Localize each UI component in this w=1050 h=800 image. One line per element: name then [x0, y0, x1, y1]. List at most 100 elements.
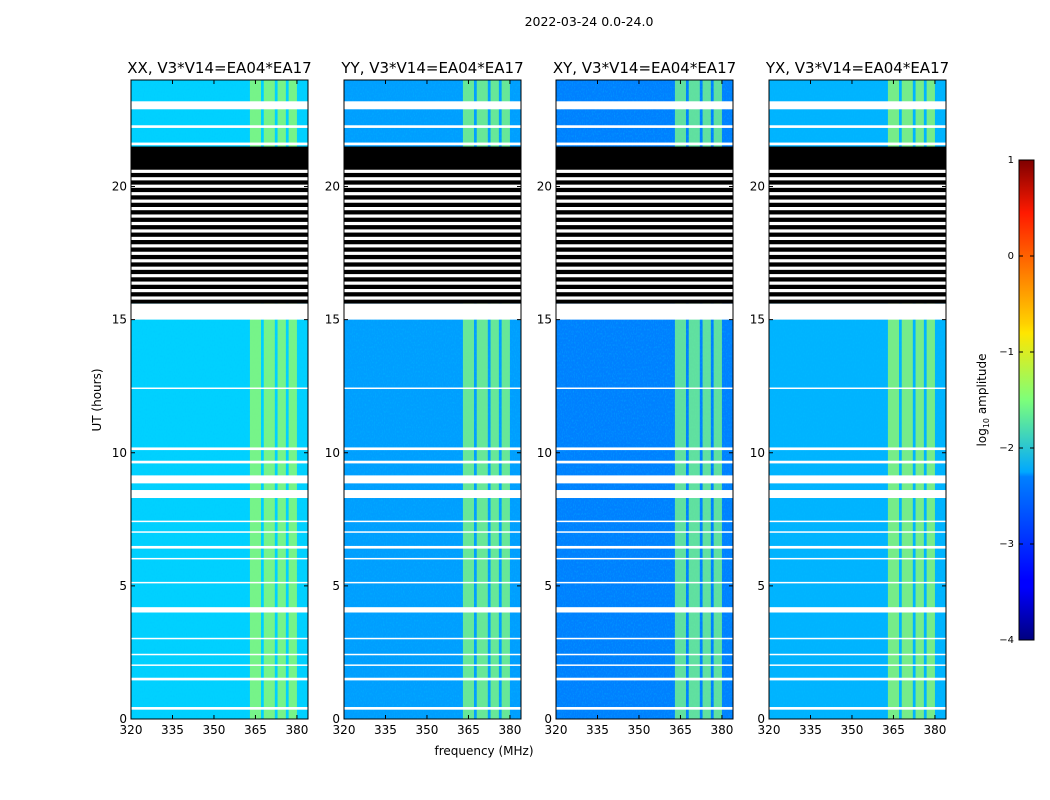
flagged-row: [556, 475, 733, 484]
gap-row: [556, 259, 733, 263]
gap-row: [769, 296, 946, 300]
flagged-row: [556, 520, 733, 523]
x-tick-label: 380: [710, 723, 733, 737]
rfi-band: [249, 80, 261, 719]
flagged-row: [344, 607, 521, 613]
flagged-row: [344, 520, 521, 523]
panel-frame: [555, 79, 734, 720]
gap-row: [769, 251, 946, 255]
gap-row: [131, 259, 308, 263]
flagged-row: [769, 460, 946, 464]
gap-row: [769, 236, 946, 241]
gap-row: [344, 296, 521, 300]
gap-row: [556, 251, 733, 255]
gap-row: [769, 229, 946, 233]
flagged-row: [344, 101, 521, 110]
rfi-band: [501, 80, 510, 719]
y-axis-label: UT (hours): [90, 368, 104, 431]
y-tick-label: 5: [544, 579, 552, 593]
x-tick-label: 365: [882, 723, 905, 737]
y-tick-label: 20: [750, 180, 765, 194]
y-tick-label: 20: [537, 180, 552, 194]
rfi-band: [901, 80, 913, 719]
panel-title: XY, V3*V14=EA04*EA17: [553, 59, 736, 77]
x-tick-label: 350: [416, 723, 439, 737]
flagged-row: [556, 607, 733, 613]
gap-row: [769, 169, 946, 173]
flagged-row: [769, 637, 946, 640]
y-tick-label: 0: [332, 712, 340, 726]
flagged-row: [131, 653, 308, 656]
flagged-row: [344, 303, 521, 320]
gap-row: [344, 207, 521, 211]
gap-row: [131, 266, 308, 270]
panel-title: YY, V3*V14=EA04*EA17: [340, 59, 523, 77]
flagged-row: [344, 490, 521, 499]
flagged-row: [556, 664, 733, 666]
gap-row: [556, 281, 733, 285]
x-tick-label: 320: [545, 723, 568, 737]
gap-row: [769, 214, 946, 218]
y-tick-label: 15: [537, 313, 552, 327]
x-tick-label: 350: [841, 723, 864, 737]
flagged-row: [131, 520, 308, 523]
panel-yy: YY, V3*V14=EA04*EA17 320 335 350 365 380 0 5 10 1…: [325, 59, 524, 737]
rfi-band: [713, 80, 722, 719]
gap-row: [556, 169, 733, 173]
y-tick-label: 5: [332, 579, 340, 593]
gap-row: [769, 289, 946, 293]
x-tick-label: 320: [758, 723, 781, 737]
rfi-band: [688, 80, 700, 719]
y-tick-label: 0: [119, 712, 127, 726]
panel-frame: [343, 79, 522, 720]
gap-row: [556, 274, 733, 278]
gap-row: [769, 281, 946, 285]
gap-row: [131, 296, 308, 300]
flagged-row: [769, 125, 946, 128]
colorbar: 10−1−2−3−4 log10 amplitude: [975, 155, 1035, 646]
gap-row: [344, 214, 521, 218]
flagged-row: [556, 387, 733, 390]
flagged-row: [131, 303, 308, 320]
y-tick-label: 15: [750, 313, 765, 327]
colorbar-tick-label: −1: [999, 347, 1014, 358]
flagged-row: [769, 653, 946, 656]
colorbar-label-log: log: [975, 428, 989, 446]
rfi-band: [490, 80, 499, 719]
rfi-band: [674, 80, 686, 719]
gap-row: [344, 251, 521, 255]
panel-xx: XX, V3*V14=EA04*EA17 320 335 350 365 380 0 5 10 1…: [112, 59, 312, 737]
x-tick-label: 350: [203, 723, 226, 737]
gap-row: [131, 244, 308, 248]
gap-row: [344, 236, 521, 241]
flagged-row: [769, 387, 946, 390]
flagged-row: [769, 101, 946, 110]
flagged-row: [131, 557, 308, 560]
gap-row: [344, 221, 521, 226]
gap-row: [131, 274, 308, 278]
gap-row: [769, 207, 946, 211]
flagged-row: [769, 581, 946, 584]
panel-xy: XY, V3*V14=EA04*EA17 320 335 350 365 380 0 5 10 1…: [537, 59, 736, 737]
flagged-row: [344, 142, 521, 146]
flagged-row: [556, 101, 733, 110]
gap-row: [556, 229, 733, 233]
gap-row: [769, 221, 946, 226]
flagged-row: [769, 557, 946, 560]
flagged-row: [131, 490, 308, 499]
flagged-row: [769, 707, 946, 710]
flagged-row: [556, 142, 733, 146]
x-tick-label: 335: [586, 723, 609, 737]
panel-frame: [130, 79, 309, 720]
flagged-row: [131, 677, 308, 681]
flagged-row: [556, 557, 733, 560]
gap-row: [344, 199, 521, 203]
flagged-row: [769, 531, 946, 533]
gap-row: [344, 244, 521, 248]
flagged-row: [769, 664, 946, 666]
x-tick-label: 365: [669, 723, 692, 737]
y-tick-label: 20: [112, 180, 127, 194]
gap-row: [556, 214, 733, 218]
x-tick-label: 380: [285, 723, 308, 737]
